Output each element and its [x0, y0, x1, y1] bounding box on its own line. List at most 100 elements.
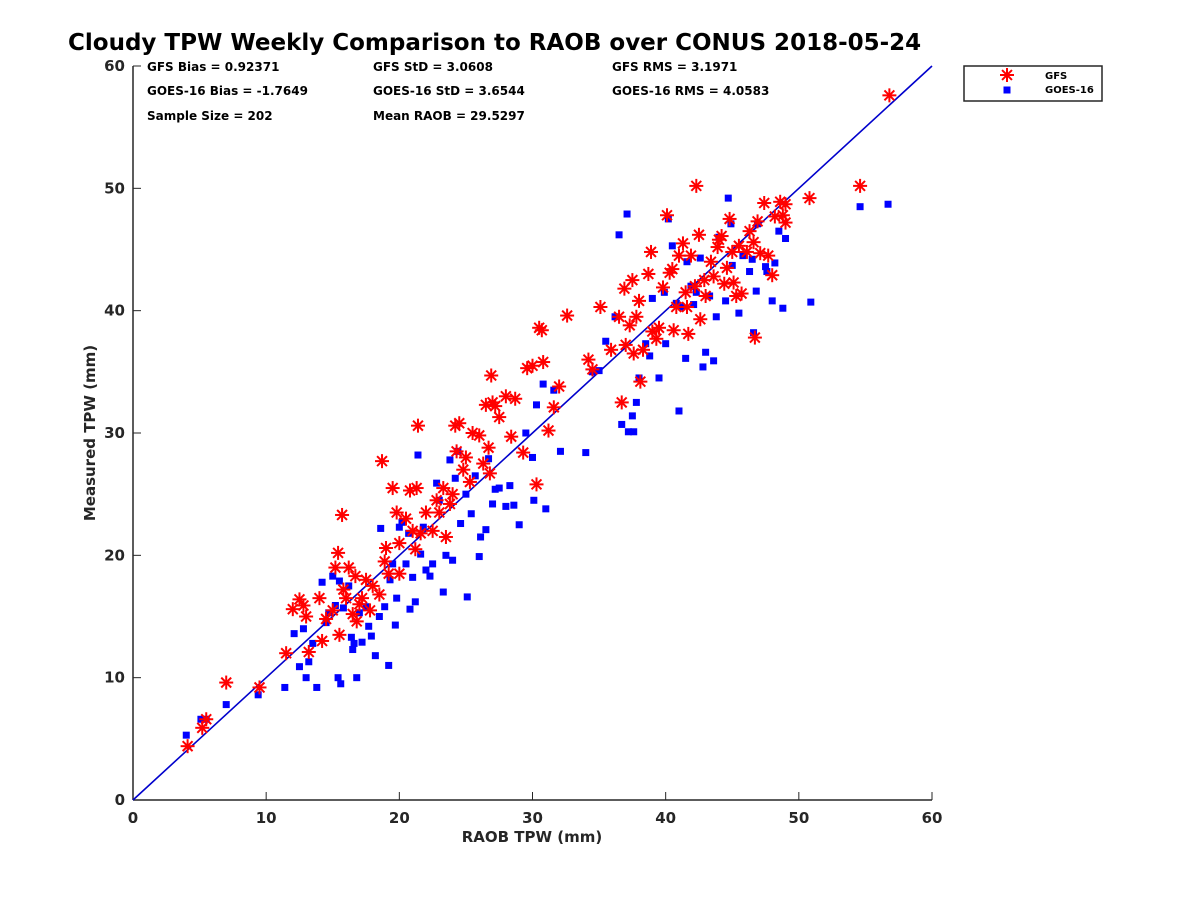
- goes16-point: [442, 551, 450, 559]
- stat-goes-std: GOES-16 StD = 3.6544: [373, 84, 525, 98]
- gfs-point: [714, 229, 729, 244]
- gfs-point: [445, 487, 460, 502]
- goes16-point: [422, 566, 430, 574]
- y-tick-label: 50: [104, 179, 125, 197]
- goes16-point: [467, 510, 475, 518]
- gfs-point: [802, 191, 817, 206]
- goes16-point: [419, 523, 427, 531]
- gfs-point: [452, 416, 467, 431]
- goes16-point: [690, 301, 698, 309]
- gfs-point: [698, 288, 713, 303]
- gfs-point: [180, 739, 195, 754]
- gfs-point: [410, 418, 425, 433]
- goes16-point: [582, 449, 590, 457]
- goes16-point: [712, 313, 720, 321]
- goes16-point: [485, 455, 493, 463]
- goes16-point: [386, 576, 394, 584]
- one-to-one-line: [132, 65, 933, 801]
- stat-goes-rms: GOES-16 RMS = 4.0583: [612, 84, 770, 98]
- gfs-point: [666, 323, 681, 338]
- legend: GFS GOES-16: [963, 65, 1103, 102]
- gfs-point: [649, 331, 664, 346]
- goes16-point: [495, 484, 503, 492]
- gfs-point: [636, 342, 651, 357]
- goes16-point: [305, 658, 313, 666]
- goes16-point: [325, 609, 333, 617]
- gfs-point: [299, 609, 314, 624]
- goes16-point: [281, 683, 289, 691]
- y-tick-label: 20: [104, 546, 125, 564]
- gfs-point: [508, 391, 523, 406]
- gfs-point: [418, 505, 433, 520]
- goes16-point: [675, 407, 683, 415]
- goes16-point: [426, 572, 434, 580]
- gfs-point: [731, 238, 746, 253]
- goes16-point: [375, 613, 383, 620]
- goes16-point: [299, 625, 307, 633]
- x-tick-label: 60: [922, 809, 943, 827]
- gfs-point: [482, 466, 497, 481]
- goes16-point: [750, 329, 758, 337]
- goes16-point: [446, 456, 454, 464]
- legend-marker-gfs: [1000, 68, 1014, 82]
- goes16-point: [668, 242, 676, 250]
- goes16-point: [381, 603, 389, 611]
- gfs-point: [678, 285, 693, 300]
- gfs-point: [778, 215, 793, 230]
- goes16-point: [414, 451, 422, 459]
- goes16-point: [463, 593, 471, 601]
- goes16-point: [349, 646, 357, 654]
- legend-asterisk: [1000, 68, 1014, 82]
- gfs-point: [458, 450, 473, 465]
- goes16-point: [702, 348, 710, 356]
- goes16-point: [393, 594, 401, 602]
- goes16-point: [775, 227, 783, 235]
- gfs-point: [349, 614, 364, 629]
- goes16-point: [728, 261, 736, 269]
- gfs-point: [703, 254, 718, 269]
- gfs-point: [652, 320, 667, 335]
- gfs-point: [693, 312, 708, 327]
- gfs-point: [285, 602, 300, 617]
- goes16-point: [699, 363, 707, 371]
- gfs-point: [665, 262, 680, 277]
- goes16-point: [696, 254, 704, 262]
- goes16-point: [406, 605, 414, 613]
- gfs-point: [742, 224, 757, 239]
- gfs-point: [739, 244, 754, 259]
- goes16-point: [735, 309, 743, 317]
- goes16-point: [648, 294, 656, 302]
- legend-marker-goes16: [1003, 86, 1011, 94]
- goes16-point: [768, 297, 776, 305]
- goes16-point: [710, 357, 718, 365]
- y-tick-label: 0: [115, 791, 125, 809]
- gfs-point: [604, 342, 619, 357]
- goes16-point: [313, 683, 321, 691]
- gfs-point: [331, 545, 346, 560]
- stat-mean-raob: Mean RAOB = 29.5297: [373, 109, 525, 123]
- goes16-point: [539, 380, 547, 388]
- y-tick-label: 10: [104, 669, 125, 687]
- gfs-point: [481, 440, 496, 455]
- gfs-point: [436, 481, 451, 496]
- goes16-point: [662, 340, 670, 348]
- goes16-point: [506, 482, 514, 490]
- gfs-point: [492, 410, 507, 425]
- gfs-point: [425, 523, 440, 538]
- y-tick-label: 30: [104, 424, 125, 442]
- goes16-point: [510, 501, 518, 509]
- goes16-point: [618, 420, 626, 428]
- stat-gfs-std: GFS StD = 3.0608: [373, 60, 493, 74]
- gfs-point: [581, 352, 596, 367]
- goes16-point: [395, 523, 403, 531]
- goes16-point: [727, 220, 735, 228]
- gfs-point: [541, 423, 556, 438]
- gfs-point: [332, 627, 347, 642]
- gfs-point: [632, 293, 647, 308]
- goes16-point: [782, 234, 790, 242]
- legend-label-gfs: GFS: [1045, 71, 1067, 82]
- goes16-point: [471, 472, 479, 480]
- goes16-point: [475, 553, 483, 561]
- gfs-point: [325, 603, 340, 618]
- goes16-point: [660, 288, 668, 296]
